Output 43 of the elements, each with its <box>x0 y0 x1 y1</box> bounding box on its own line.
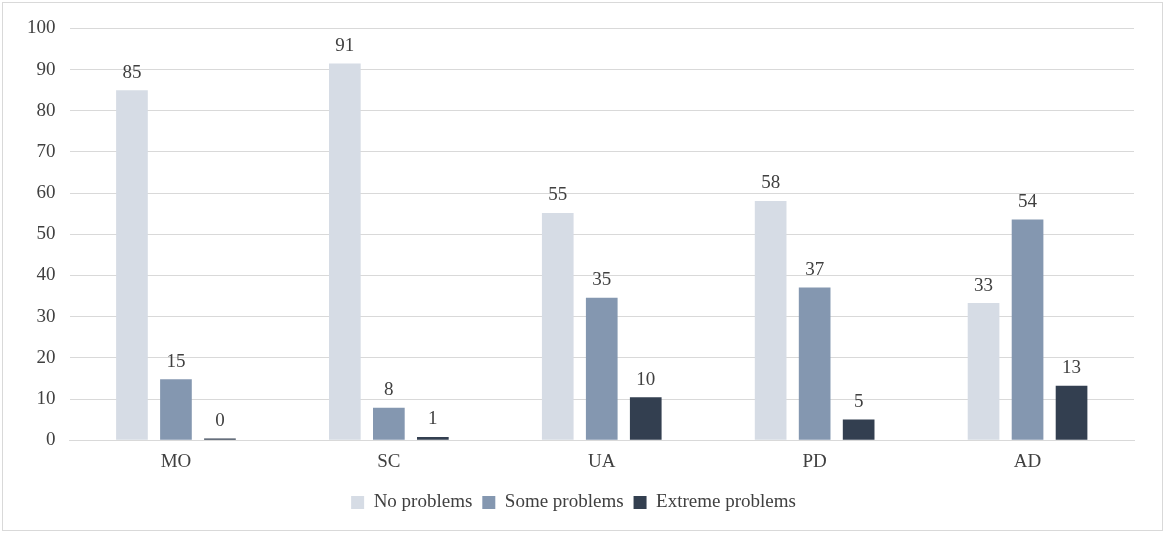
data-label: 5 <box>853 390 864 412</box>
y-tick-label: 50 <box>36 222 56 244</box>
data-label: 0 <box>215 409 225 431</box>
data-label: 55 <box>548 183 568 205</box>
data-label: 58 <box>761 171 781 193</box>
bar <box>629 397 662 440</box>
legend-label: Some problems <box>504 490 624 512</box>
bar <box>373 407 405 440</box>
y-tick-label: 100 <box>27 16 56 38</box>
data-label: 91 <box>335 33 355 55</box>
legend-label: Extreme problems <box>656 490 796 512</box>
data-label: 15 <box>166 349 186 371</box>
data-label: 37 <box>805 257 825 279</box>
bar <box>417 436 449 440</box>
y-tick-label: 90 <box>36 57 56 79</box>
x-tick-label: MO <box>160 449 192 471</box>
data-label: 13 <box>1062 356 1082 378</box>
legend-label: No problems <box>373 490 473 512</box>
y-tick-label: 30 <box>36 304 56 326</box>
data-label: 33 <box>974 273 994 295</box>
y-tick-label: 60 <box>36 181 56 203</box>
data-label: 35 <box>592 268 612 290</box>
y-tick-label: 40 <box>36 263 56 285</box>
y-tick-label: 0 <box>46 428 56 450</box>
bar <box>585 297 618 440</box>
y-tick-label: 10 <box>36 387 56 408</box>
y-tick-label: 80 <box>36 98 56 120</box>
y-tick-label: 20 <box>36 345 56 367</box>
bar <box>1011 219 1044 440</box>
data-label: 8 <box>384 378 394 400</box>
data-label: 10 <box>636 367 656 389</box>
data-label: 85 <box>122 60 142 82</box>
bar <box>798 287 831 440</box>
data-label: 1 <box>428 407 438 429</box>
x-tick-label: AD <box>1013 449 1042 471</box>
x-tick-label: PD <box>802 449 827 471</box>
x-tick-label: SC <box>377 449 401 471</box>
bar <box>160 379 192 440</box>
x-tick-label: UA <box>588 449 616 471</box>
bar <box>842 419 875 440</box>
data-label: 54 <box>1018 189 1038 211</box>
bar <box>1055 385 1088 440</box>
y-tick-label: 70 <box>36 139 56 161</box>
